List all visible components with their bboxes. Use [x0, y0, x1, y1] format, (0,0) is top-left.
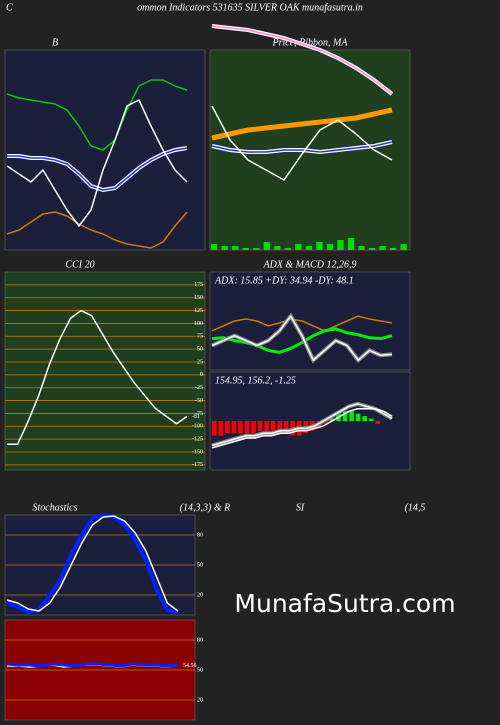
- volume-bar: [368, 248, 376, 250]
- series-line: [6, 99, 188, 227]
- watermark: MunafaSutra.com: [234, 589, 455, 618]
- panel: [4, 271, 206, 471]
- volume-bar: [347, 238, 355, 250]
- chart-title: CCI 20: [65, 259, 94, 270]
- series-line: [6, 515, 179, 612]
- volume-bar: [263, 242, 270, 250]
- series-line: [211, 25, 393, 95]
- histogram-bar: [231, 421, 237, 434]
- corner-letter: C: [6, 2, 13, 13]
- y-tick-label: -75: [195, 411, 203, 417]
- y-tick-label: 20: [197, 697, 203, 703]
- volume-bar: [379, 246, 386, 250]
- histogram-bar: [225, 421, 230, 434]
- chart-title: SI: [296, 502, 305, 513]
- volume-bar: [232, 246, 239, 250]
- chart-subtitle: (14,3,3) & R: [180, 502, 231, 513]
- series-line: [211, 107, 393, 141]
- volume-bar: [337, 240, 344, 250]
- histogram-bar: [218, 421, 224, 436]
- volume-bar: [316, 242, 323, 250]
- y-tick-label: -25: [195, 385, 203, 391]
- chart-title: Price, Ribbon, MA: [272, 37, 349, 48]
- histogram-bar: [329, 418, 335, 421]
- volume-bar: [274, 246, 281, 250]
- volume-bar: [389, 248, 397, 250]
- volume-bar: [253, 248, 260, 250]
- histogram-bar: [212, 421, 217, 436]
- chart-title: B: [52, 37, 58, 48]
- series-line: [211, 327, 393, 354]
- volume-bar: [295, 244, 302, 250]
- volume-bar: [305, 246, 313, 250]
- y-tick-label: -50: [195, 398, 203, 404]
- volume-bar: [400, 244, 407, 250]
- histogram-bar: [323, 421, 328, 424]
- page-title: ommon Indicators 531635 SILVER OAK munaf…: [137, 2, 363, 13]
- histogram-bar: [264, 421, 269, 431]
- series-line: [211, 315, 393, 361]
- chart-title: 154.95, 156.2, -1.25: [215, 375, 296, 386]
- y-tick-label: 125: [194, 308, 203, 314]
- y-tick-label: 50: [197, 667, 203, 673]
- value-label: 54.56: [183, 663, 197, 669]
- series-line: [6, 211, 188, 249]
- histogram-bar: [349, 411, 354, 421]
- chart-subtitle: (14,5: [405, 502, 426, 513]
- y-tick-label: -125: [192, 437, 203, 443]
- y-tick-label: -150: [192, 449, 203, 455]
- chart-subtitle: ADX: 15.85 +DY: 34.94 -DY: 48.1: [214, 275, 354, 286]
- y-tick-label: 0: [200, 372, 203, 378]
- histogram-bar: [238, 421, 243, 434]
- y-tick-label: 50: [197, 347, 203, 353]
- series-line: [211, 105, 393, 181]
- y-tick-label: 25: [197, 359, 203, 365]
- series-line: [211, 141, 393, 153]
- y-tick-label: 80: [197, 532, 203, 538]
- volume-bar: [242, 248, 249, 250]
- histogram-bar: [355, 413, 361, 421]
- value-label: -81: [192, 414, 200, 420]
- histogram-bar: [244, 421, 250, 434]
- histogram-bar: [277, 421, 282, 434]
- volume-bar: [221, 246, 228, 250]
- histogram-bar: [251, 421, 256, 434]
- chart-title: Stochastics: [33, 502, 78, 513]
- chart-title: ADX & MACD 12,26,9: [262, 259, 356, 270]
- histogram-bar: [375, 421, 381, 425]
- volume-bar: [284, 248, 291, 250]
- series-line: [6, 662, 179, 668]
- y-tick-label: 150: [194, 295, 203, 301]
- series-line: [6, 79, 188, 151]
- histogram-bar: [342, 411, 348, 421]
- histogram-bar: [270, 421, 276, 431]
- histogram-bar: [257, 421, 263, 431]
- series-line: [211, 315, 393, 332]
- histogram-bar: [362, 416, 367, 421]
- volume-bar: [326, 244, 334, 250]
- volume-bar: [358, 246, 365, 250]
- y-tick-label: -175: [192, 462, 203, 468]
- y-tick-label: 75: [197, 334, 203, 340]
- series-line: [211, 403, 393, 447]
- y-tick-label: 100: [194, 321, 203, 327]
- y-tick-label: 50: [197, 562, 203, 568]
- histogram-bar: [368, 418, 374, 421]
- y-tick-label: 20: [197, 592, 203, 598]
- series-line: [211, 408, 393, 449]
- histogram-bar: [283, 421, 289, 434]
- y-tick-label: 80: [197, 637, 203, 643]
- y-tick-label: -100: [192, 424, 203, 430]
- series-line: [7, 309, 188, 446]
- y-tick-label: 175: [194, 282, 203, 288]
- volume-bar: [211, 244, 218, 250]
